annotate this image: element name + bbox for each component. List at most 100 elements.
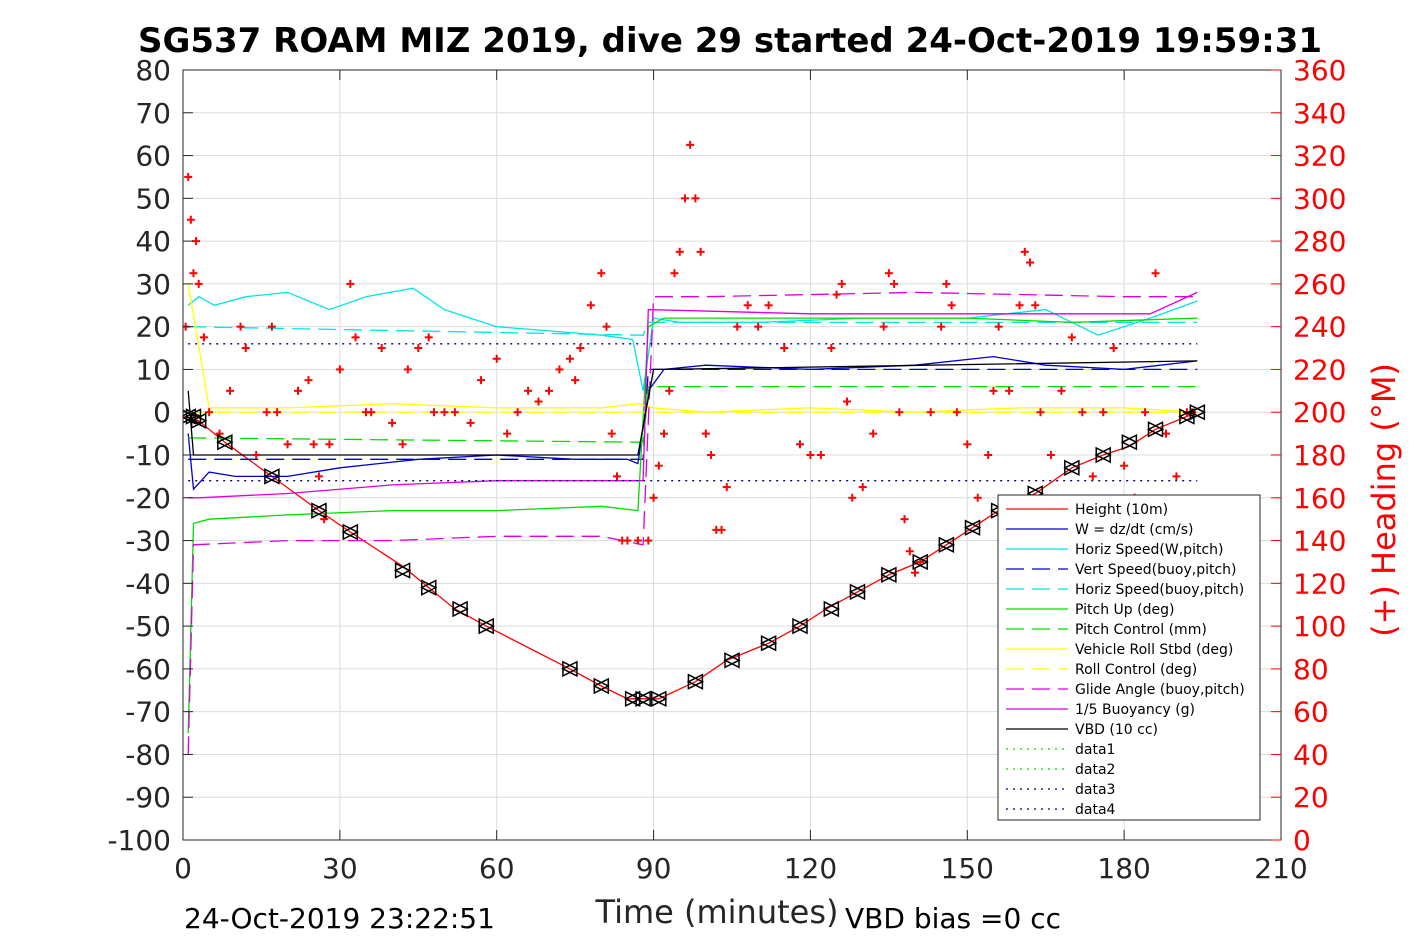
legend-label: Height (10m) — [1075, 502, 1168, 518]
heading-point — [911, 568, 919, 577]
heading-point — [827, 344, 836, 353]
heading-point — [367, 408, 376, 417]
heading-point — [1109, 344, 1118, 353]
legend-label: Horiz Speed(buoy,pitch) — [1075, 582, 1244, 598]
heading-point — [597, 269, 606, 278]
heading-point — [388, 418, 397, 427]
x-tick-label: 0 — [174, 852, 192, 885]
legend-label: data4 — [1075, 802, 1116, 818]
heading-point — [1078, 408, 1087, 417]
heading-point — [346, 279, 355, 288]
heading-point — [994, 322, 1003, 331]
heading-point — [696, 247, 705, 256]
heading-point — [843, 397, 852, 406]
y2-tick-label: 180 — [1293, 439, 1346, 472]
y-tick-label: -100 — [107, 824, 171, 857]
heading-point — [565, 354, 574, 363]
y-tick-label: 80 — [135, 54, 171, 87]
depth-marker — [451, 600, 469, 618]
y-axis-right: 0 20 40 60 80 100 120 140 160 180 200 220 240 260 280 3… — [1271, 54, 1346, 857]
depth-marker — [848, 583, 867, 601]
heading-point — [545, 386, 553, 395]
heading-point — [1036, 408, 1045, 417]
heading-point — [884, 269, 893, 278]
depth-marker — [190, 412, 208, 429]
heading-point — [722, 483, 731, 492]
heading-point — [1005, 386, 1014, 395]
heading-point — [973, 493, 982, 502]
heading-point — [283, 440, 292, 449]
x-tick-label: 90 — [636, 852, 672, 885]
heading-point — [780, 344, 789, 353]
heading-point — [325, 440, 334, 449]
depth-marker — [263, 468, 281, 485]
depth-marker — [634, 690, 652, 708]
heading-point — [492, 354, 501, 363]
legend: Height (10m) W = dz/dt (cm/s) Horiz Speed(… — [997, 494, 1261, 821]
heading-point — [984, 451, 993, 459]
heading-point — [424, 333, 433, 342]
legend-entry: 1/5 Buoyancy (g) — [1006, 702, 1195, 718]
heading-point — [586, 301, 595, 310]
heading-point — [309, 440, 318, 449]
heading-point — [450, 408, 459, 417]
depth-marker — [341, 523, 359, 541]
depth-marker — [623, 690, 642, 708]
legend-label: Roll Control (deg) — [1075, 662, 1197, 678]
heading-point — [335, 365, 344, 374]
series-line-vbd-10-cc — [187, 360, 1198, 456]
heading-point — [686, 140, 695, 149]
heading-point — [926, 408, 935, 417]
depth-marker — [1063, 459, 1081, 477]
heading-point — [795, 440, 804, 449]
legend-label: data1 — [1075, 742, 1115, 758]
footer-vbd-bias: VBD bias =0 cc — [845, 902, 1061, 935]
depth-marker — [1146, 421, 1165, 438]
legend-label: data2 — [1075, 762, 1115, 778]
heading-point — [351, 333, 360, 342]
heading-point — [304, 376, 313, 385]
heading-point — [189, 269, 198, 278]
y2-tick-label: 280 — [1293, 225, 1346, 258]
heading-point — [942, 279, 951, 288]
x-tick-label: 60 — [479, 852, 515, 885]
heading-point — [816, 451, 825, 459]
series-line-horiz-speed-buoy-pitch — [188, 321, 1198, 336]
y-tick-label: 60 — [135, 140, 171, 173]
y-axis-left: -100-90-80-70-60-50-40-30-20-10010203040… — [107, 54, 193, 857]
y-tick-label: -10 — [125, 439, 171, 472]
heading-point — [186, 215, 195, 224]
y2-tick-label: 340 — [1293, 97, 1346, 130]
legend-label: Glide Angle (buoy,pitch) — [1075, 682, 1245, 698]
heading-point — [743, 301, 752, 310]
heading-point — [377, 344, 386, 353]
heading-point — [665, 386, 674, 395]
depth-marker — [393, 562, 412, 579]
legend-entry: data4 — [1006, 802, 1116, 818]
legend-entry: Vehicle Roll Stbd (deg) — [1006, 642, 1233, 658]
heading-point — [832, 290, 841, 299]
heading-point — [905, 547, 914, 556]
y2-tick-label: 60 — [1293, 696, 1329, 729]
y-tick-label: 20 — [135, 311, 171, 344]
y2-tick-label: 320 — [1293, 140, 1346, 173]
y-tick-label: -50 — [125, 610, 171, 643]
depth-marker — [937, 536, 956, 554]
legend-label: data3 — [1075, 782, 1115, 798]
depth-marker — [880, 566, 898, 583]
y2-tick-label: 360 — [1293, 54, 1346, 87]
depth-marker — [477, 617, 495, 635]
heading-point — [675, 247, 684, 256]
heading-point — [555, 365, 564, 374]
y-tick-label: -40 — [125, 567, 171, 600]
y2-tick-label: 120 — [1293, 567, 1346, 600]
heading-point — [1141, 408, 1150, 417]
series-line-1-5-buoyancy-g — [188, 291, 1198, 499]
heading-point — [184, 172, 193, 181]
heading-point — [534, 397, 543, 406]
heading-point — [199, 333, 208, 342]
heading-point — [707, 451, 716, 459]
depth-marker — [759, 635, 778, 652]
legend-label: Vehicle Roll Stbd (deg) — [1075, 642, 1233, 658]
legend-label: Pitch Control (mm) — [1075, 622, 1207, 638]
